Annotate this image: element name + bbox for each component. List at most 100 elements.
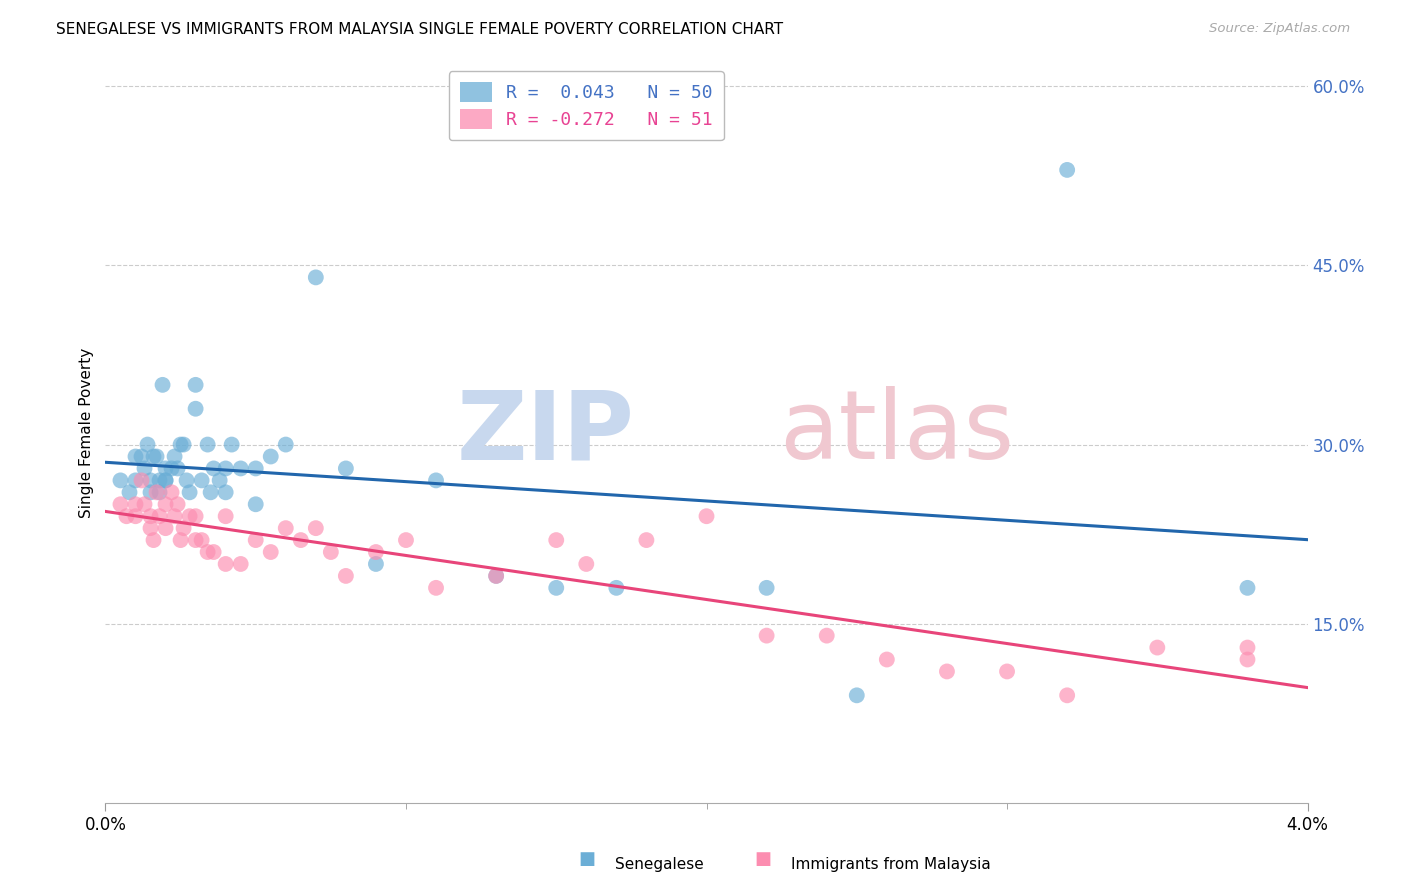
Point bbox=[319, 545, 342, 559]
Point bbox=[845, 689, 868, 703]
Legend: R =  0.043   N = 50, R = -0.272   N = 51: R = 0.043 N = 50, R = -0.272 N = 51 bbox=[449, 71, 724, 140]
Point bbox=[148, 509, 170, 524]
Point bbox=[148, 474, 170, 488]
Point bbox=[364, 545, 387, 559]
Point bbox=[179, 509, 201, 524]
Point bbox=[305, 270, 328, 285]
Point bbox=[214, 461, 236, 475]
Point bbox=[274, 437, 297, 451]
Point bbox=[546, 533, 568, 547]
Point bbox=[145, 450, 167, 464]
Point bbox=[245, 533, 267, 547]
Point bbox=[173, 437, 195, 451]
Point bbox=[124, 474, 146, 488]
Point bbox=[1056, 689, 1078, 703]
Point bbox=[173, 521, 195, 535]
Point bbox=[575, 557, 598, 571]
Text: atlas: atlas bbox=[779, 386, 1014, 479]
Point bbox=[163, 450, 186, 464]
Point bbox=[136, 437, 159, 451]
Point bbox=[184, 509, 207, 524]
Point bbox=[364, 557, 387, 571]
Point bbox=[155, 474, 177, 488]
Point bbox=[166, 461, 188, 475]
Point bbox=[208, 474, 231, 488]
Point bbox=[184, 401, 207, 416]
Point bbox=[546, 581, 568, 595]
Point bbox=[118, 485, 141, 500]
Point bbox=[197, 437, 219, 451]
Text: ■: ■ bbox=[578, 850, 596, 868]
Point bbox=[245, 497, 267, 511]
Point bbox=[190, 533, 212, 547]
Y-axis label: Single Female Poverty: Single Female Poverty bbox=[79, 348, 94, 517]
Point bbox=[1236, 652, 1258, 666]
Point bbox=[163, 509, 186, 524]
Point bbox=[155, 474, 177, 488]
Point bbox=[166, 497, 188, 511]
Point bbox=[245, 461, 267, 475]
Point bbox=[636, 533, 658, 547]
Text: Senegalese: Senegalese bbox=[614, 857, 704, 872]
Point bbox=[124, 509, 146, 524]
Point bbox=[200, 485, 222, 500]
Point bbox=[485, 569, 508, 583]
Point bbox=[134, 497, 156, 511]
Point bbox=[155, 461, 177, 475]
Point bbox=[1146, 640, 1168, 655]
Point bbox=[335, 461, 357, 475]
Point bbox=[1056, 162, 1078, 177]
Point bbox=[229, 557, 252, 571]
Point bbox=[124, 497, 146, 511]
Point bbox=[214, 485, 236, 500]
Point bbox=[148, 485, 170, 500]
Point bbox=[335, 569, 357, 583]
Point bbox=[425, 581, 447, 595]
Text: Immigrants from Malaysia: Immigrants from Malaysia bbox=[790, 857, 991, 872]
Point bbox=[169, 533, 191, 547]
Text: SENEGALESE VS IMMIGRANTS FROM MALAYSIA SINGLE FEMALE POVERTY CORRELATION CHART: SENEGALESE VS IMMIGRANTS FROM MALAYSIA S… bbox=[56, 22, 783, 37]
Point bbox=[139, 474, 162, 488]
Point bbox=[305, 521, 328, 535]
Point bbox=[221, 437, 243, 451]
Point bbox=[179, 485, 201, 500]
Point bbox=[139, 509, 162, 524]
Point bbox=[160, 485, 183, 500]
Point bbox=[202, 545, 225, 559]
Point bbox=[110, 474, 132, 488]
Point bbox=[115, 509, 138, 524]
Point bbox=[605, 581, 627, 595]
Point bbox=[214, 557, 236, 571]
Point bbox=[202, 461, 225, 475]
Point bbox=[995, 665, 1018, 679]
Point bbox=[214, 509, 236, 524]
Point bbox=[184, 377, 207, 392]
Point bbox=[274, 521, 297, 535]
Point bbox=[815, 629, 838, 643]
Point bbox=[184, 533, 207, 547]
Point bbox=[131, 450, 153, 464]
Point bbox=[936, 665, 959, 679]
Point bbox=[755, 581, 778, 595]
Point bbox=[134, 461, 156, 475]
Point bbox=[152, 377, 174, 392]
Point bbox=[155, 521, 177, 535]
Text: Source: ZipAtlas.com: Source: ZipAtlas.com bbox=[1209, 22, 1350, 36]
Point bbox=[485, 569, 508, 583]
Point bbox=[160, 461, 183, 475]
Point bbox=[260, 450, 283, 464]
Point bbox=[395, 533, 418, 547]
Point bbox=[290, 533, 312, 547]
Point bbox=[124, 450, 146, 464]
Point bbox=[145, 485, 167, 500]
Point bbox=[755, 629, 778, 643]
Point bbox=[696, 509, 718, 524]
Point bbox=[876, 652, 898, 666]
Point bbox=[197, 545, 219, 559]
Point bbox=[229, 461, 252, 475]
Point bbox=[425, 474, 447, 488]
Point bbox=[131, 474, 153, 488]
Text: ■: ■ bbox=[754, 850, 772, 868]
Point bbox=[260, 545, 283, 559]
Point bbox=[155, 497, 177, 511]
